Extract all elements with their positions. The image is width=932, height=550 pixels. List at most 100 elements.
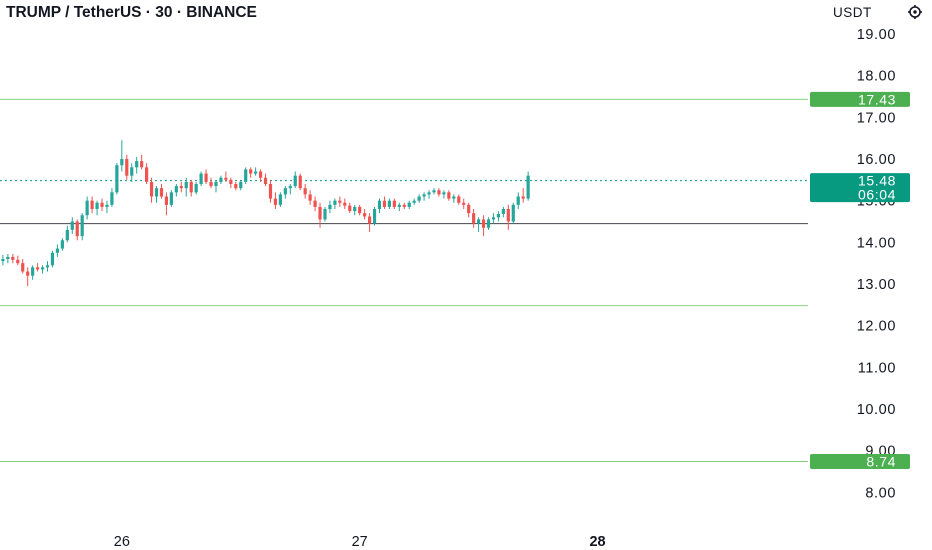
last-price-tag (810, 173, 910, 203)
candle-body (496, 214, 501, 218)
candle-body (26, 271, 30, 276)
candle-body (486, 219, 491, 228)
candle-body (358, 206, 362, 214)
candle-body (224, 177, 228, 180)
gear-icon[interactable] (908, 5, 922, 19)
candle-body (159, 188, 164, 197)
price-axis[interactable]: 19.0018.0017.0016.0015.0014.0013.0012.00… (857, 27, 896, 501)
candle-body (288, 186, 292, 189)
candle-body (194, 184, 198, 193)
candle-body (45, 265, 50, 268)
candle-body (11, 256, 15, 260)
last-price-label: 15.48 (858, 173, 896, 189)
time-axis[interactable]: 26 27 28 (114, 534, 606, 550)
candle-body (164, 196, 169, 205)
candle-body (318, 206, 322, 220)
candle-body (427, 192, 431, 195)
candle-body (367, 216, 372, 224)
candle-body (372, 209, 377, 224)
candle-body (75, 221, 79, 237)
candle-body (457, 196, 461, 203)
price-tick-label: 14.00 (857, 235, 896, 251)
candle-body (417, 196, 421, 201)
candle-body (432, 190, 436, 193)
candle-body (21, 263, 25, 272)
candle-body (273, 198, 278, 205)
candle-body (214, 181, 218, 187)
candles (1, 140, 530, 287)
candle-body (392, 200, 396, 207)
price-tick-label: 10.00 (857, 402, 896, 418)
candle-body (115, 165, 119, 193)
candle-body (516, 196, 520, 205)
level-price-tag-label: 17.43 (858, 91, 896, 107)
candle-body (268, 184, 273, 199)
candle-body (402, 204, 406, 207)
candle-countdown: 06:04 (858, 187, 896, 203)
candle-body (1, 259, 5, 262)
candle-body (125, 159, 129, 176)
candle-body (387, 200, 391, 207)
candle-body (382, 200, 387, 207)
chart-title: TRUMP / TetherUS · 30 · BINANCE (6, 4, 257, 21)
candle-body (412, 200, 416, 203)
candle-body (135, 161, 139, 168)
candle-body (363, 213, 367, 217)
candle-body (377, 200, 382, 209)
candle-body (65, 229, 69, 241)
candle-body (140, 161, 144, 168)
candle-body (120, 159, 124, 166)
candle-body (283, 188, 287, 195)
candle-body (174, 186, 178, 193)
price-tick-label: 8.00 (865, 485, 896, 501)
candle-body (258, 171, 263, 178)
candle-body (333, 200, 337, 205)
candle-body (278, 194, 282, 205)
horizontal-levels (0, 98, 808, 462)
candle-body (90, 200, 94, 209)
candle-body (353, 206, 357, 212)
candle-body (397, 204, 401, 207)
candle-body (442, 192, 446, 195)
candle-body (293, 175, 297, 187)
candle-body (328, 204, 332, 209)
candle-body (184, 181, 188, 189)
candle-body (105, 204, 109, 207)
candle-body (189, 181, 193, 193)
candle-body (80, 215, 84, 237)
candle-body (145, 167, 149, 182)
price-tick-label: 19.00 (857, 27, 896, 43)
candle-body (343, 202, 347, 206)
candle-body (308, 194, 312, 201)
candle-body (55, 248, 60, 253)
candle-body (85, 200, 89, 216)
candle-body (526, 175, 530, 199)
candle-body (338, 200, 342, 203)
candle-body (422, 194, 426, 197)
candle-body (6, 256, 10, 259)
candle-body (169, 192, 173, 205)
candle-body (219, 177, 223, 182)
candle-body (100, 202, 104, 207)
price-tick-label: 18.00 (857, 69, 896, 85)
time-tick-label: 28 (589, 534, 605, 550)
candle-body (521, 196, 525, 199)
price-tick-label: 12.00 (857, 319, 896, 335)
time-tick-label: 26 (114, 534, 130, 550)
candle-body (234, 184, 238, 189)
candle-body (110, 192, 114, 205)
candle-body (149, 181, 154, 197)
candle-body (130, 167, 134, 176)
candle-body (472, 213, 476, 224)
candle-body (407, 202, 411, 207)
candle-body (50, 252, 55, 266)
candle-body (204, 173, 208, 182)
candle-body (199, 173, 203, 184)
candle-body (481, 219, 486, 228)
level-price-tag (810, 454, 910, 469)
candle-body (313, 200, 317, 207)
candle-body (501, 209, 505, 214)
candle-body (244, 169, 248, 182)
